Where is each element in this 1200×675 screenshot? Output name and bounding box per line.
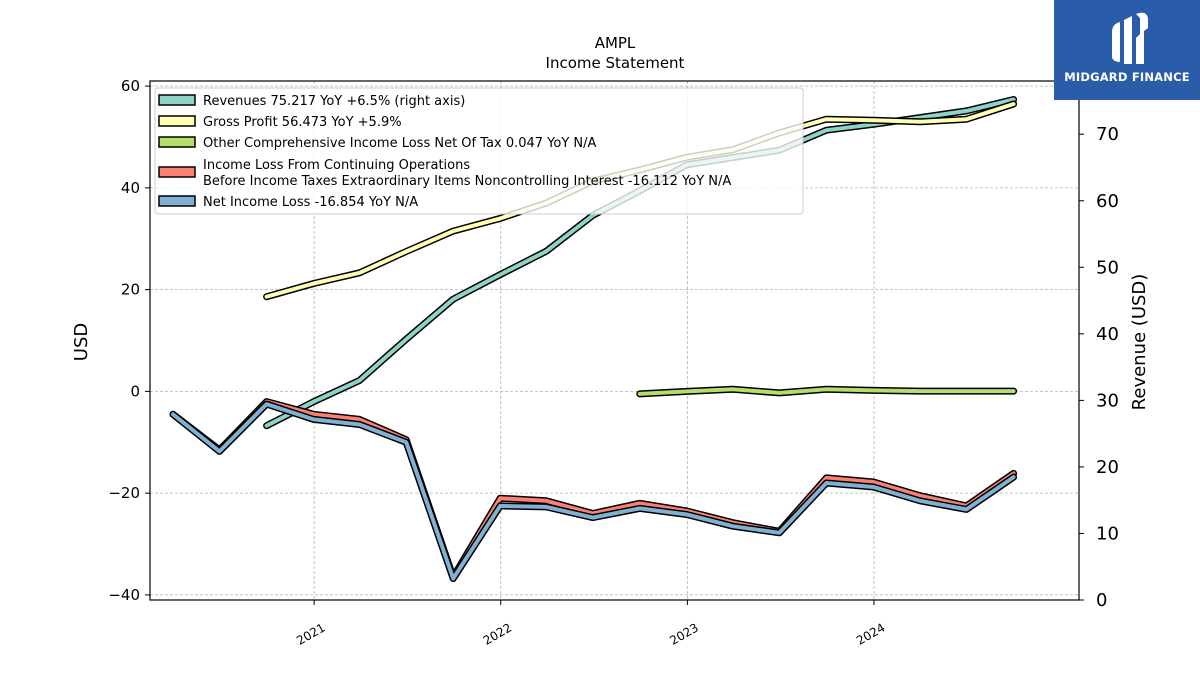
legend-swatch: [158, 166, 196, 178]
y-axis-label-right: Revenue (USD): [1129, 274, 1150, 411]
y-tick-label-left: 20: [121, 281, 140, 299]
series-3: [169, 398, 1018, 581]
y-tick-label-left: 60: [121, 77, 140, 95]
x-tick-label: 2024: [854, 620, 887, 647]
legend-label: Income Loss From Continuing Operations: [203, 158, 470, 173]
legend-box: [154, 87, 804, 215]
legend-label: Before Income Taxes Extraordinary Items …: [203, 174, 731, 189]
legend-swatch: [158, 195, 196, 207]
y-tick-label-left: −20: [108, 484, 140, 502]
legend-label: Other Comprehensive Income Loss Net Of T…: [203, 136, 597, 151]
y-tick-label-right: 60: [1096, 191, 1119, 212]
legend-label: Gross Profit 56.473 YoY +5.9%: [203, 115, 402, 130]
brand-logo: MIDGARD FINANCE: [1054, 0, 1200, 100]
y-axis-label-left: USD: [71, 323, 92, 361]
axes: −40 −20 0 20 40 60 0 10 20 30 40 50 60 70 2021 2022 2023…: [108, 77, 1119, 648]
y-tick-label-right: 70: [1096, 124, 1119, 145]
legend-label: Net Income Loss -16.854 YoY N/A: [203, 195, 418, 210]
series-line: [171, 399, 1016, 580]
legend: Revenues 75.217 YoY +6.5% (right axis) Gr…: [154, 87, 804, 215]
y-tick-label-right: 50: [1096, 257, 1119, 278]
chart-title: AMPL: [595, 34, 636, 52]
legend-swatch: [158, 94, 196, 106]
y-tick-label-right: 0: [1096, 590, 1107, 611]
brand-logo-icon: [1112, 12, 1148, 64]
legend-swatch: [158, 136, 196, 148]
y-tick-label-right: 40: [1096, 324, 1119, 345]
x-tick-label: 2023: [667, 620, 700, 647]
legend-label: Revenues 75.217 YoY +6.5% (right axis): [203, 94, 465, 109]
y-tick-label-left: 40: [121, 179, 140, 197]
y-tick-label-right: 10: [1096, 523, 1119, 544]
x-tick-label: 2021: [294, 620, 327, 647]
chart-subtitle: Income Statement: [546, 54, 685, 72]
series-2: [636, 385, 1018, 398]
plot-frame: [149, 80, 1080, 601]
y-tick-label-right: 20: [1096, 457, 1119, 478]
legend-swatch: [158, 115, 196, 127]
brand-name: MIDGARD FINANCE: [1064, 70, 1190, 84]
series-line: [637, 387, 1016, 396]
series-4: [169, 400, 1018, 583]
y-tick-label-right: 30: [1096, 390, 1119, 411]
y-tick-label-left: −40: [108, 586, 140, 604]
series-line: [171, 402, 1016, 581]
x-tick-label: 2022: [481, 620, 514, 647]
y-tick-label-left: 0: [130, 382, 140, 400]
